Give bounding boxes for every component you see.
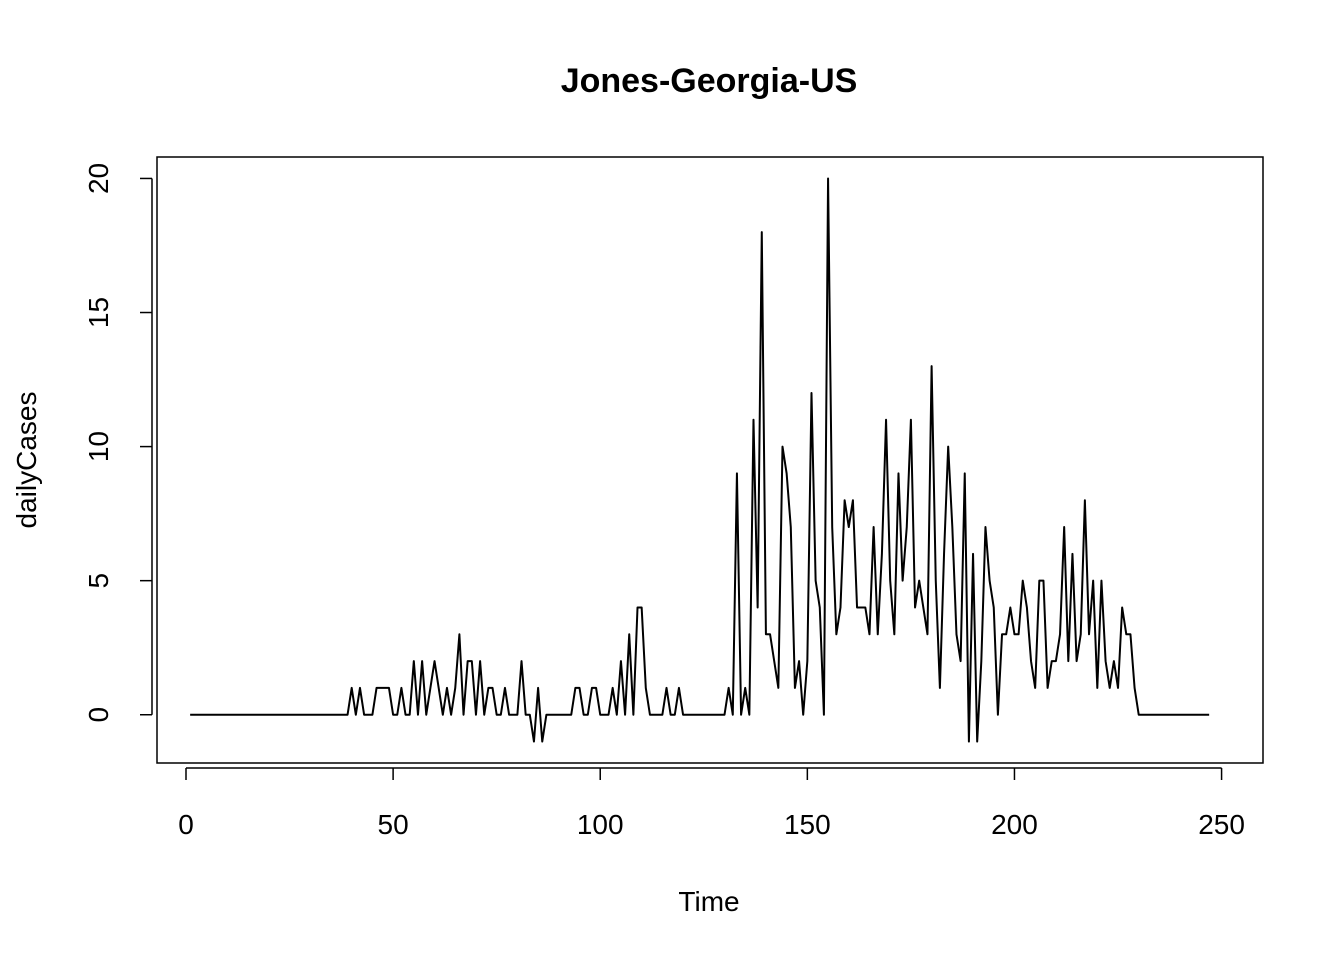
x-axis-label: Time bbox=[678, 886, 739, 917]
series-line-daily-cases bbox=[190, 177, 1210, 743]
plot-frame bbox=[156, 156, 1264, 764]
y-tick-label: 5 bbox=[83, 573, 114, 589]
y-tick-label: 10 bbox=[83, 431, 114, 462]
y-axis-label: dailyCases bbox=[11, 392, 42, 529]
y-tick-label: 20 bbox=[83, 163, 114, 194]
x-axis: 0 50 100 150 200 250 bbox=[178, 767, 1245, 840]
x-tick-label: 100 bbox=[577, 809, 624, 840]
x-tick-label: 50 bbox=[378, 809, 409, 840]
y-tick-label: 0 bbox=[83, 707, 114, 723]
x-tick-label: 150 bbox=[784, 809, 831, 840]
x-tick-label: 250 bbox=[1198, 809, 1245, 840]
x-tick-label: 200 bbox=[991, 809, 1038, 840]
chart-title: Jones-Georgia-US bbox=[561, 62, 858, 100]
x-tick-label: 0 bbox=[178, 809, 194, 840]
y-axis: 0 5 10 15 20 bbox=[83, 163, 153, 723]
y-tick-label: 15 bbox=[83, 297, 114, 328]
